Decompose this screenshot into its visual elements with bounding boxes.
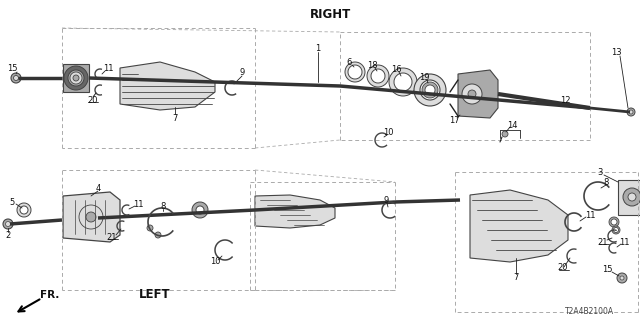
Text: 9: 9 <box>239 68 244 76</box>
Polygon shape <box>470 190 568 262</box>
Text: 5: 5 <box>10 197 15 206</box>
Wedge shape <box>609 217 619 227</box>
Text: 10: 10 <box>210 258 220 267</box>
Circle shape <box>617 273 627 283</box>
Circle shape <box>627 108 635 116</box>
Text: 16: 16 <box>390 65 401 74</box>
Wedge shape <box>414 74 446 106</box>
Circle shape <box>628 193 636 201</box>
Text: 11: 11 <box>103 63 113 73</box>
Text: 9: 9 <box>383 196 388 204</box>
Circle shape <box>79 205 103 229</box>
Text: 21: 21 <box>107 233 117 242</box>
Text: 2: 2 <box>5 230 11 239</box>
Wedge shape <box>345 62 365 82</box>
Text: 4: 4 <box>95 183 100 193</box>
Circle shape <box>462 84 482 104</box>
Circle shape <box>6 221 10 227</box>
Circle shape <box>86 212 96 222</box>
Text: 12: 12 <box>560 95 570 105</box>
Circle shape <box>502 131 508 137</box>
Text: 11: 11 <box>132 199 143 209</box>
Wedge shape <box>422 82 438 98</box>
Circle shape <box>13 76 19 81</box>
Circle shape <box>147 225 153 231</box>
Wedge shape <box>192 202 208 218</box>
Wedge shape <box>367 65 389 87</box>
Circle shape <box>620 276 624 280</box>
Text: 7: 7 <box>513 274 518 283</box>
Text: 10: 10 <box>383 127 393 137</box>
Text: 18: 18 <box>367 60 378 69</box>
Text: 3: 3 <box>597 167 603 177</box>
Text: LEFT: LEFT <box>139 289 171 301</box>
Text: 21: 21 <box>598 237 608 246</box>
Text: 8: 8 <box>604 178 609 187</box>
Text: 1: 1 <box>316 44 321 52</box>
Text: 20: 20 <box>88 95 99 105</box>
Text: 7: 7 <box>172 114 178 123</box>
Text: 8: 8 <box>160 202 166 211</box>
Circle shape <box>629 110 633 114</box>
Text: RIGHT: RIGHT <box>309 7 351 20</box>
Polygon shape <box>255 195 335 228</box>
Text: 11: 11 <box>585 211 595 220</box>
Text: T2A4B2100A: T2A4B2100A <box>565 308 614 316</box>
Text: 20: 20 <box>557 263 568 273</box>
Text: 17: 17 <box>449 116 460 124</box>
Circle shape <box>623 188 640 206</box>
Text: 19: 19 <box>419 73 429 82</box>
Text: FR.: FR. <box>40 290 60 300</box>
Polygon shape <box>120 62 215 110</box>
Text: 14: 14 <box>507 121 517 130</box>
Wedge shape <box>389 68 417 96</box>
Text: 11: 11 <box>619 237 629 246</box>
Circle shape <box>3 219 13 229</box>
Wedge shape <box>64 66 88 90</box>
Circle shape <box>468 90 476 98</box>
Wedge shape <box>612 226 620 234</box>
Text: 6: 6 <box>346 58 352 67</box>
Polygon shape <box>458 70 498 118</box>
Bar <box>63 64 89 92</box>
Polygon shape <box>618 180 640 215</box>
Text: 15: 15 <box>602 266 612 275</box>
Wedge shape <box>17 203 31 217</box>
Circle shape <box>11 73 21 83</box>
Circle shape <box>155 232 161 238</box>
Wedge shape <box>70 72 82 84</box>
Polygon shape <box>63 192 120 242</box>
Text: 15: 15 <box>7 63 17 73</box>
Text: 13: 13 <box>611 47 621 57</box>
